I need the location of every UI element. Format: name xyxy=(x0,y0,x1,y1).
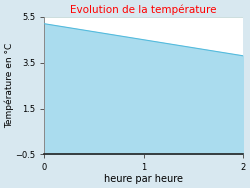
Y-axis label: Température en °C: Température en °C xyxy=(4,43,14,128)
X-axis label: heure par heure: heure par heure xyxy=(104,174,183,184)
Title: Evolution de la température: Evolution de la température xyxy=(70,4,217,15)
